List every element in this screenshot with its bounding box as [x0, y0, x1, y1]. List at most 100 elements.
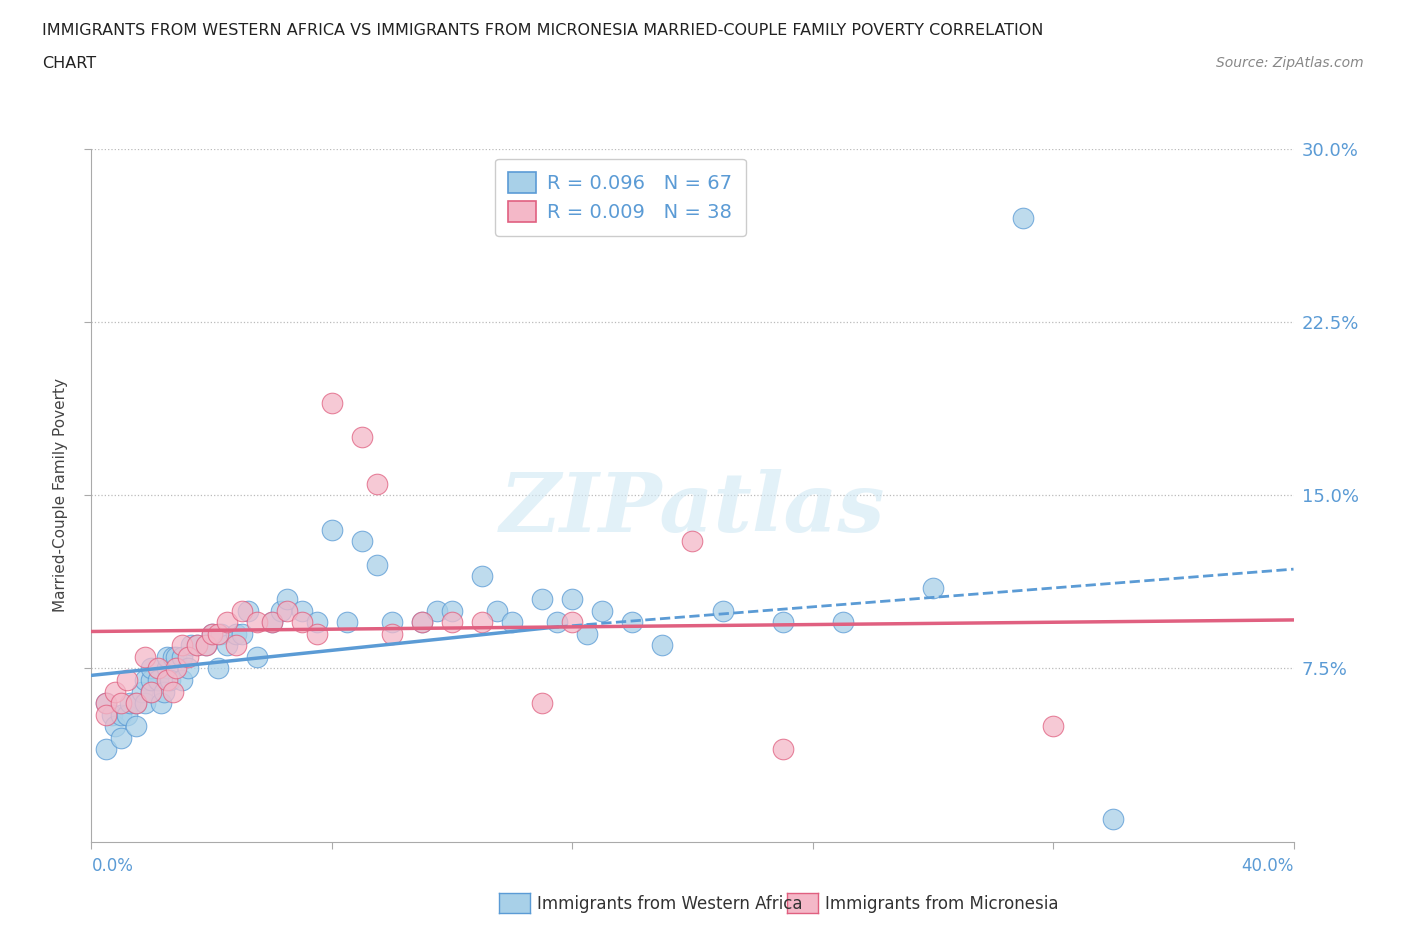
Point — [215, 615, 238, 630]
Point — [1042, 719, 1064, 734]
Point — [621, 615, 644, 630]
Point — [711, 604, 734, 618]
Point — [546, 615, 568, 630]
Point — [170, 672, 193, 687]
Point — [366, 476, 388, 491]
Point — [101, 707, 124, 722]
Point — [291, 615, 314, 630]
Point — [165, 661, 187, 676]
Point — [531, 696, 554, 711]
Point — [141, 672, 163, 687]
Point — [146, 661, 169, 676]
Point — [159, 672, 181, 687]
Point — [149, 696, 172, 711]
Point — [305, 615, 328, 630]
Text: 40.0%: 40.0% — [1241, 857, 1294, 875]
Point — [125, 719, 148, 734]
Point — [201, 627, 224, 642]
Point — [531, 591, 554, 606]
Point — [321, 523, 343, 538]
Point — [440, 604, 463, 618]
Point — [176, 649, 198, 664]
Text: Immigrants from Micronesia: Immigrants from Micronesia — [825, 895, 1059, 913]
Text: IMMIGRANTS FROM WESTERN AFRICA VS IMMIGRANTS FROM MICRONESIA MARRIED-COUPLE FAMI: IMMIGRANTS FROM WESTERN AFRICA VS IMMIGR… — [42, 23, 1043, 38]
Text: ZIPatlas: ZIPatlas — [499, 469, 886, 549]
Point — [186, 638, 208, 653]
Point — [155, 672, 177, 687]
Point — [231, 627, 253, 642]
Point — [134, 649, 156, 664]
Point — [276, 591, 298, 606]
Point — [201, 627, 224, 642]
Point — [591, 604, 613, 618]
Point — [131, 684, 153, 699]
Point — [141, 661, 163, 676]
Point — [104, 719, 127, 734]
Point — [120, 696, 142, 711]
Point — [305, 627, 328, 642]
Point — [180, 638, 202, 653]
Point — [681, 534, 703, 549]
Point — [922, 580, 945, 595]
Point — [260, 615, 283, 630]
Point — [141, 684, 163, 699]
Point — [772, 742, 794, 757]
Point — [110, 696, 132, 711]
Point — [366, 557, 388, 572]
Point — [170, 638, 193, 653]
Point — [134, 696, 156, 711]
Point — [117, 707, 139, 722]
Point — [225, 638, 247, 653]
Text: Source: ZipAtlas.com: Source: ZipAtlas.com — [1216, 56, 1364, 70]
Point — [426, 604, 449, 618]
Point — [411, 615, 433, 630]
Point — [276, 604, 298, 618]
Point — [246, 649, 269, 664]
Point — [336, 615, 359, 630]
Point — [134, 672, 156, 687]
Point — [96, 696, 118, 711]
Point — [260, 615, 283, 630]
Point — [486, 604, 509, 618]
Point — [96, 696, 118, 711]
Point — [246, 615, 269, 630]
Point — [194, 638, 217, 653]
Text: 0.0%: 0.0% — [91, 857, 134, 875]
Point — [561, 591, 583, 606]
Point — [501, 615, 523, 630]
Point — [162, 684, 184, 699]
Point — [440, 615, 463, 630]
Point — [96, 707, 118, 722]
Point — [207, 661, 229, 676]
Point — [170, 649, 193, 664]
Point — [165, 649, 187, 664]
Point — [146, 672, 169, 687]
Point — [651, 638, 673, 653]
Text: CHART: CHART — [42, 56, 96, 71]
Point — [1012, 211, 1035, 226]
Point — [291, 604, 314, 618]
Point — [225, 627, 247, 642]
Legend: R = 0.096   N = 67, R = 0.009   N = 38: R = 0.096 N = 67, R = 0.009 N = 38 — [495, 158, 745, 236]
Point — [110, 730, 132, 745]
Point — [231, 604, 253, 618]
Point — [125, 696, 148, 711]
Point — [772, 615, 794, 630]
Point — [125, 696, 148, 711]
Point — [141, 684, 163, 699]
Point — [155, 649, 177, 664]
Point — [270, 604, 292, 618]
Point — [831, 615, 853, 630]
Point — [155, 661, 177, 676]
Point — [350, 430, 373, 445]
Point — [471, 615, 494, 630]
Text: Immigrants from Western Africa: Immigrants from Western Africa — [537, 895, 803, 913]
Point — [176, 661, 198, 676]
Point — [104, 684, 127, 699]
Point — [321, 395, 343, 410]
Point — [209, 627, 232, 642]
Point — [236, 604, 259, 618]
Point — [561, 615, 583, 630]
Point — [110, 707, 132, 722]
Point — [207, 627, 229, 642]
